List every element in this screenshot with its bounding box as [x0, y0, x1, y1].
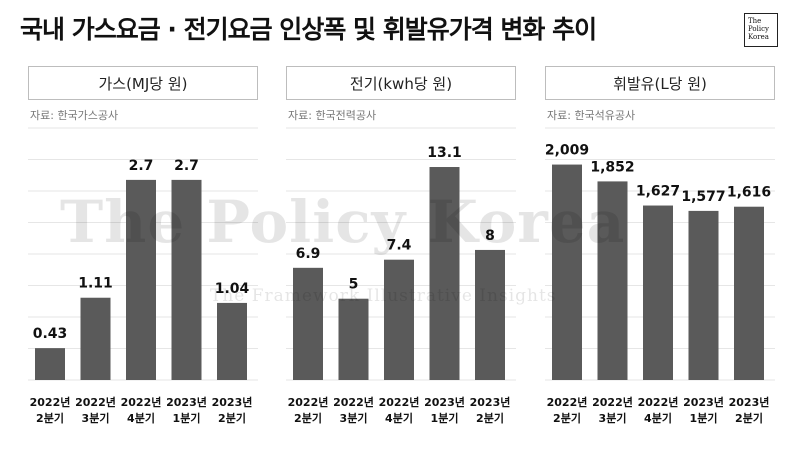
- bar: [384, 259, 414, 380]
- tick-label: 2022년: [333, 395, 374, 409]
- tick-label: 4분기: [127, 411, 155, 425]
- bar: [643, 205, 673, 380]
- tick-label: 1분기: [690, 411, 718, 425]
- tick-label: 2022년: [592, 395, 633, 409]
- chart-title-gas: 가스(MJ당 원): [28, 66, 258, 100]
- tick-label: 2023년: [424, 395, 465, 409]
- bar: [126, 179, 156, 380]
- tick-label: 2022년: [547, 395, 588, 409]
- tick-label: 2분기: [476, 411, 504, 425]
- tick-label: 2022년: [379, 395, 420, 409]
- bar: [35, 348, 65, 380]
- logo-line: Korea: [748, 33, 769, 41]
- data-label: 1,616: [727, 185, 771, 201]
- bar: [688, 210, 719, 380]
- data-label: 0.43: [33, 326, 68, 342]
- bar: [597, 181, 628, 380]
- data-label: 7.4: [387, 238, 412, 254]
- tick-label: 2022년: [288, 395, 329, 409]
- page-title: 국내 가스요금 · 전기요금 인상폭 및 휘발유가격 변화 추이: [20, 15, 597, 44]
- data-label: 1,577: [681, 189, 725, 205]
- data-label: 1,852: [590, 159, 634, 175]
- bar: [475, 249, 505, 380]
- bar: [171, 179, 202, 380]
- source-gas: 자료: 한국가스공사: [30, 109, 119, 122]
- data-label: 2.7: [174, 158, 199, 174]
- source-gasoline: 자료: 한국석유공사: [547, 109, 636, 122]
- tick-label: 1분기: [431, 411, 459, 425]
- tick-label: 2분기: [294, 411, 322, 425]
- tick-label: 2022년: [30, 395, 71, 409]
- tick-label: 2022년: [638, 395, 679, 409]
- data-label: 1.04: [215, 281, 250, 297]
- tick-label: 2023년: [212, 395, 253, 409]
- tick-label: 2023년: [683, 395, 724, 409]
- logo-line: The: [748, 17, 762, 25]
- logo-line: Policy: [748, 25, 769, 33]
- bar: [80, 297, 111, 380]
- chart-title-gasoline: 휘발유(L당 원): [545, 66, 775, 100]
- data-label: 6.9: [296, 246, 321, 262]
- tick-label: 3분기: [340, 411, 368, 425]
- tick-label: 2분기: [553, 411, 581, 425]
- tick-label: 4분기: [644, 411, 672, 425]
- tick-label: 1분기: [173, 411, 201, 425]
- bar: [552, 164, 582, 380]
- chart-title-electricity: 전기(kwh당 원): [286, 66, 516, 100]
- bar: [217, 302, 247, 380]
- data-label: 1.11: [78, 276, 113, 292]
- data-label: 13.1: [427, 145, 462, 161]
- bar: [293, 267, 323, 380]
- tick-label: 2분기: [218, 411, 246, 425]
- source-electricity: 자료: 한국전력공사: [288, 109, 377, 122]
- data-label: 5: [349, 277, 359, 293]
- tick-label: 2023년: [729, 395, 770, 409]
- tick-label: 2분기: [735, 411, 763, 425]
- data-label: 2,009: [545, 143, 589, 159]
- data-label: 2.7: [129, 158, 154, 174]
- tick-label: 2분기: [36, 411, 64, 425]
- tick-label: 3분기: [599, 411, 627, 425]
- tick-label: 3분기: [82, 411, 110, 425]
- data-label: 1,627: [636, 184, 680, 200]
- tick-label: 4분기: [385, 411, 413, 425]
- tick-label: 2022년: [121, 395, 162, 409]
- bar: [734, 206, 764, 380]
- publisher-logo: The Policy Korea: [744, 13, 778, 47]
- tick-label: 2022년: [75, 395, 116, 409]
- bar: [338, 298, 369, 380]
- tick-label: 2023년: [470, 395, 511, 409]
- tick-label: 2023년: [166, 395, 207, 409]
- bar: [429, 167, 460, 380]
- data-label: 8: [485, 228, 495, 244]
